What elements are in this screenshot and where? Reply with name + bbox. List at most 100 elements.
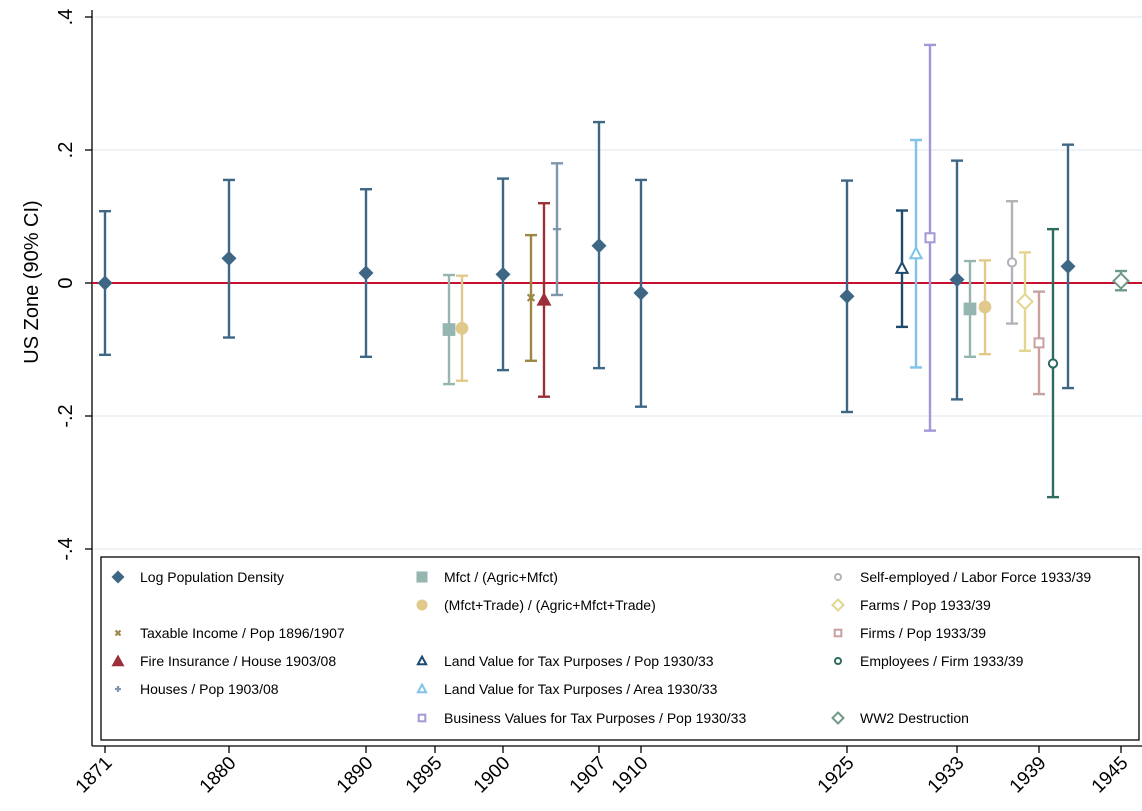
series-13 [1112,269,1130,292]
x-tick-label: 1871 [72,753,117,798]
x-tick-label: 1890 [333,753,378,798]
series-0 [97,120,1076,414]
series-12 [1047,227,1059,499]
legend-marker [831,711,845,725]
y-tick-label: -.4 [55,537,77,560]
point-marker [97,275,113,291]
point-marker [495,266,511,282]
legend-label: Farms / Pop 1933/39 [860,597,991,613]
legend-label: Houses / Pop 1903/08 [140,681,279,697]
series-4 [536,201,552,398]
series-8 [924,43,936,432]
point-marker [526,293,536,302]
y-tick-label: .2 [55,142,77,159]
series-3 [525,233,537,363]
point-marker [536,292,552,306]
legend-marker [833,628,843,638]
legend-label: Land Value for Tax Purposes / Area 1930/… [444,681,718,697]
x-tick-label: 1933 [924,753,969,798]
x-tick-label: 1907 [566,753,611,798]
series-9 [1006,200,1018,325]
y-axis-label: US Zone (90% CI) [21,200,43,363]
x-tick-label: 1895 [402,753,447,798]
series-11 [1033,290,1045,396]
legend-label: Employees / Firm 1933/39 [860,653,1024,669]
point-marker [839,288,855,304]
point-marker [358,265,374,281]
series-2 [455,259,992,382]
point-marker [442,323,456,336]
series-7 [908,138,924,369]
legend-item: Firms / Pop 1933/39 [833,625,986,641]
x-tick-label: 1945 [1088,753,1133,798]
legend-marker [833,572,843,582]
legend-item: Taxable Income / Pop 1896/1907 [114,625,345,641]
x-tick-label: 1939 [1006,753,1051,798]
y-tick-label: 0 [55,277,77,288]
point-marker [963,302,977,316]
legend-item: Farms / Pop 1933/39 [831,597,991,613]
x-tick-label: 1880 [196,753,241,798]
point-marker [1112,272,1130,290]
series-5 [551,162,563,297]
point-marker [978,300,992,314]
legend-marker [111,654,125,667]
legend-label: WW2 Destruction [860,710,969,726]
x-tick-label: 1910 [608,753,653,798]
point-marker [1016,292,1034,311]
legend-marker [114,629,122,637]
legend-item: Houses / Pop 1903/08 [114,681,279,697]
x-tick-label: 1900 [470,753,515,798]
legend-label: Log Population Density [140,569,284,585]
legend-item: Land Value for Tax Purposes / Pop 1930/3… [416,653,714,669]
point-marker [908,245,924,260]
point-marker [1060,258,1076,274]
y-axis: .4 .2 0 -.2 -.4 [55,9,93,746]
legend-label: Taxable Income / Pop 1896/1907 [140,625,345,641]
legend-label: Mfct / (Agric+Mfct) [444,569,558,585]
legend-item: Land Value for Tax Purposes / Area 1930/… [416,681,718,697]
legend-marker [831,598,845,612]
point-marker [552,225,562,234]
point-marker [1047,358,1059,369]
legend-marker [416,654,428,666]
point-marker [455,321,469,335]
legend-label: Land Value for Tax Purposes / Pop 1930/3… [444,653,714,669]
legend-label: Business Values for Tax Purposes / Pop 1… [444,710,746,726]
legend-item: Fire Insurance / House 1903/08 [111,653,336,669]
legend-marker [417,713,427,723]
legend: Log Population Density Mfct / (Agric+Mfct… [100,556,1140,741]
data-marks [97,43,1130,499]
legend-label: Firms / Pop 1933/39 [860,625,986,641]
legend-marker [111,570,125,584]
point-marker [1033,337,1045,349]
point-marker [894,260,910,274]
legend-box [100,556,1140,741]
legend-item: (Mfct+Trade) / (Agric+Mfct+Trade) [416,597,656,613]
legend-marker [114,685,122,693]
legend-marker [833,656,843,666]
point-marker [1006,257,1018,268]
legend-label: Self-employed / Labor Force 1933/39 [860,569,1091,585]
y-tick-label: -.2 [55,404,77,427]
legend-item: Employees / Firm 1933/39 [833,653,1024,669]
legend-marker [416,571,428,583]
series-6 [894,209,910,329]
x-tick-label: 1925 [814,753,859,798]
legend-item: Log Population Density [111,569,284,585]
series-10 [1016,251,1034,353]
legend-item: Self-employed / Labor Force 1933/39 [833,569,1091,585]
point-marker [949,272,965,288]
legend-item: Mfct / (Agric+Mfct) [416,569,558,585]
legend-item: WW2 Destruction [831,710,969,726]
legend-marker [416,682,428,694]
point-marker [633,285,649,301]
point-marker [221,250,237,266]
legend-marker [416,599,428,611]
legend-label: (Mfct+Trade) / (Agric+Mfct+Trade) [444,597,656,613]
grid-lines [92,16,1142,550]
point-marker [924,232,936,244]
y-tick-label: .4 [55,9,77,26]
